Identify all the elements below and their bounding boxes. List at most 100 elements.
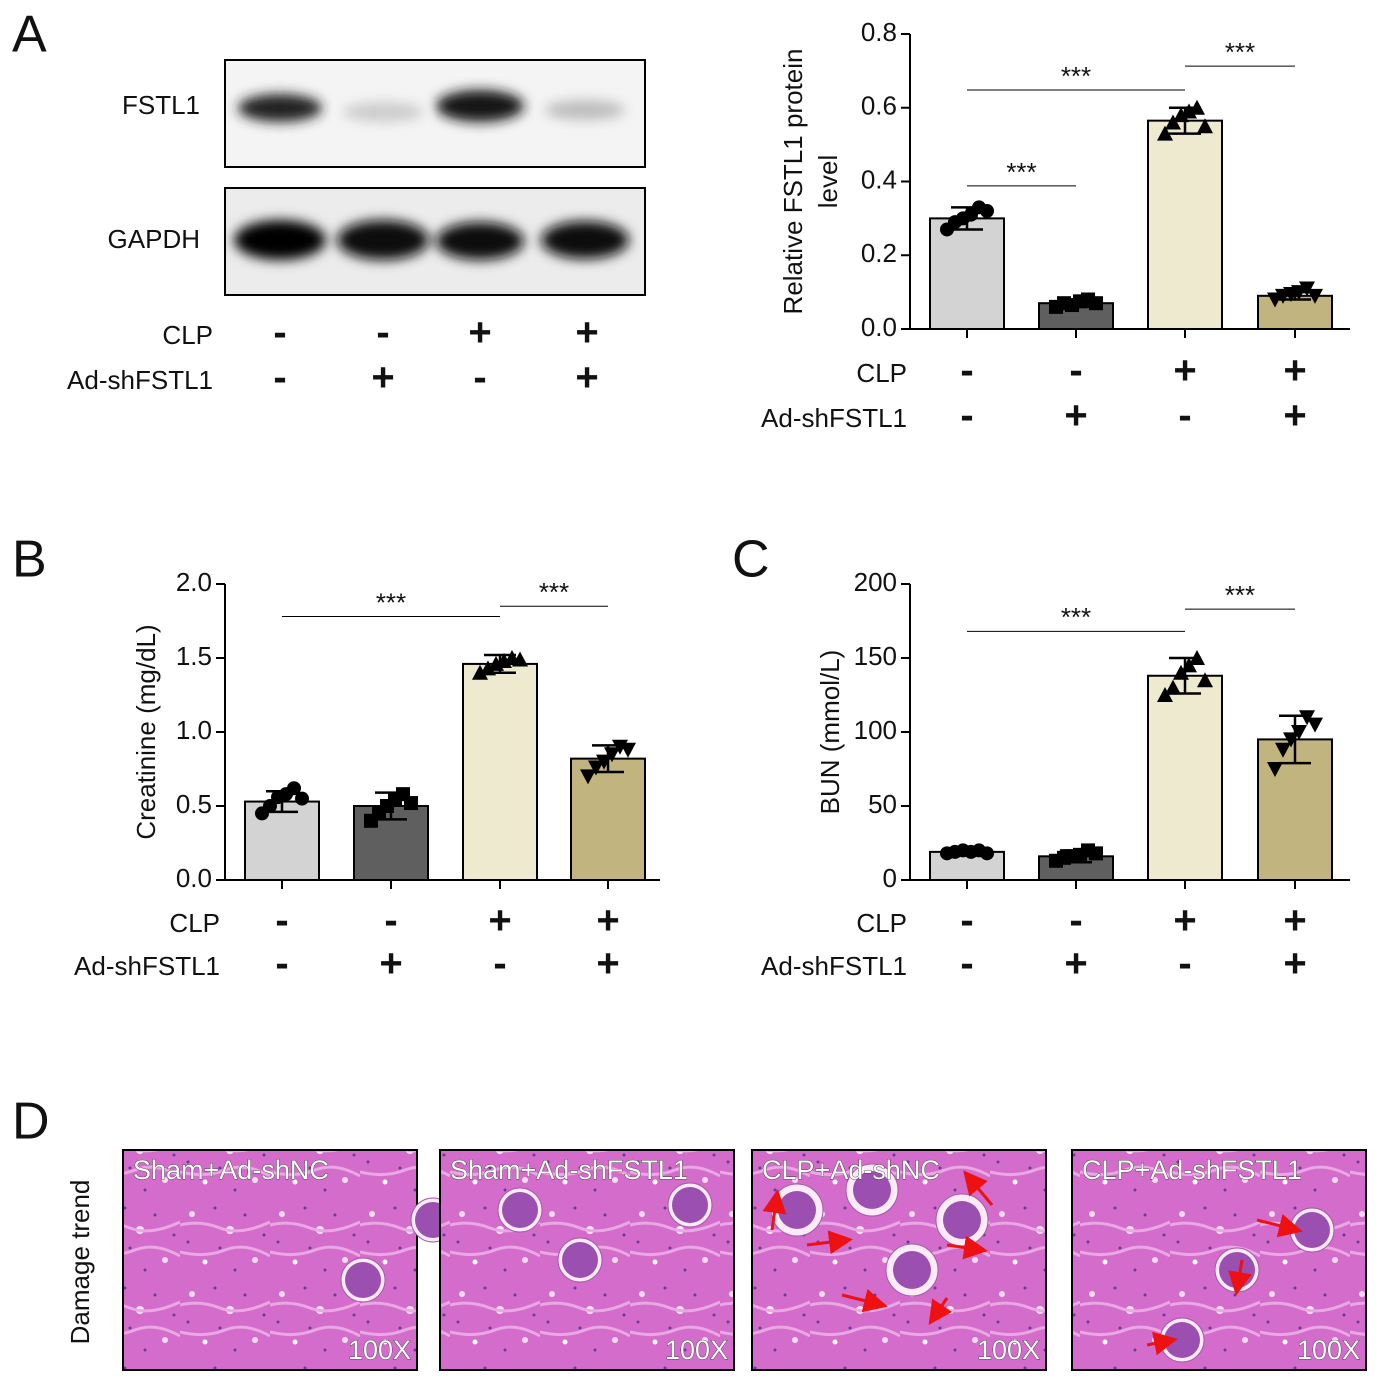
condition-sign: -: [960, 942, 973, 986]
magnification: 100X: [977, 1335, 1040, 1365]
data-point: [1307, 717, 1323, 733]
glomerulus: [853, 1171, 891, 1209]
data-point: [1165, 114, 1181, 130]
y-axis-label: Relative FSTL1 protein: [778, 49, 808, 315]
condition-sign: +: [1283, 394, 1306, 438]
condition-sign: -: [1178, 942, 1191, 986]
data-point: [472, 664, 488, 680]
condition-sign: +: [1283, 899, 1306, 943]
blot-label: GAPDH: [108, 224, 200, 254]
panel-letter: D: [12, 1093, 50, 1151]
arrow: [762, 1189, 787, 1231]
bar: [1147, 674, 1223, 882]
condition-sign: -: [493, 942, 506, 986]
data-point: [1197, 118, 1213, 134]
condition-sign: +: [1173, 899, 1196, 943]
bar: [462, 662, 538, 881]
y-axis-label: BUN (mmol/L): [815, 650, 845, 815]
band: [436, 90, 524, 122]
band: [238, 94, 322, 122]
condition-sign: +: [575, 356, 598, 400]
panel-letter: C: [732, 531, 770, 589]
condition-sign: +: [488, 899, 511, 943]
data-point: [588, 760, 604, 776]
data-point: [980, 204, 994, 218]
data-point: [295, 791, 309, 806]
data-point: [1299, 710, 1315, 726]
bar: [1147, 119, 1223, 330]
arrow: [1146, 1331, 1178, 1356]
y-tick-label: 50: [868, 789, 897, 819]
error-bar: [1169, 106, 1201, 135]
bar: [929, 217, 1005, 330]
condition-sign: -: [960, 349, 973, 393]
panel-letter: A: [12, 6, 47, 64]
y-tick-label: 200: [854, 567, 897, 597]
y-tick-label: 0: [883, 863, 897, 893]
glomerulus: [893, 1251, 931, 1289]
error-bar: [1279, 290, 1311, 301]
data-point: [1157, 687, 1173, 702]
condition-sign: +: [1064, 942, 1087, 986]
histology-image: [751, 1149, 1047, 1371]
error-bar: [592, 744, 624, 774]
histology-y-label: Damage trend: [65, 1180, 95, 1345]
condition-sign: -: [1178, 394, 1191, 438]
y-tick-label: 0.2: [861, 238, 897, 268]
condition-sign: -: [473, 356, 486, 400]
error-bar: [484, 653, 516, 675]
magnification: 100X: [348, 1335, 411, 1365]
band: [343, 102, 423, 122]
error-bar: [951, 206, 983, 231]
magnification: 100X: [665, 1335, 728, 1365]
condition-sign: -: [273, 311, 286, 355]
y-axis-label: level: [813, 155, 843, 208]
data-point: [1089, 296, 1103, 311]
y-tick-label: 0.0: [861, 312, 897, 342]
condition-sign: +: [379, 942, 402, 986]
error-bar: [1169, 656, 1201, 695]
condition-sign: -: [384, 899, 397, 943]
condition-sign: +: [1283, 942, 1306, 986]
histology-label: Sham+Ad-shFSTL1: [450, 1155, 688, 1185]
condition-sign: +: [468, 311, 491, 355]
error-bar: [1060, 298, 1092, 309]
condition-sign: +: [1173, 349, 1196, 393]
arrow: [841, 1288, 888, 1313]
histology-label: CLP+Ad-shNC: [762, 1155, 940, 1185]
bar: [570, 757, 646, 882]
glomerulus: [1294, 1212, 1330, 1248]
data-point: [1165, 679, 1181, 695]
significance-label: ***: [1006, 157, 1036, 187]
band: [541, 221, 629, 259]
data-point: [404, 796, 418, 811]
glomerulus: [778, 1191, 816, 1229]
y-tick-label: 0.4: [861, 164, 897, 194]
glomerulus: [345, 1262, 381, 1298]
glomerulus: [502, 1192, 538, 1228]
glomerulus: [672, 1187, 708, 1223]
data-point: [1089, 846, 1103, 861]
condition-sign: +: [596, 942, 619, 986]
error-bar: [1060, 849, 1092, 864]
arrow: [946, 1235, 988, 1260]
significance-label: ***: [1061, 602, 1091, 632]
condition-sign: -: [1069, 349, 1082, 393]
condition-sign: +: [596, 899, 619, 943]
arrow: [1228, 1259, 1252, 1296]
band: [337, 220, 429, 260]
data-point: [1157, 125, 1173, 141]
condition-name: Ad-shFSTL1: [74, 951, 220, 981]
condition-sign: +: [575, 311, 598, 355]
western-blot: [224, 59, 646, 296]
condition-sign: -: [275, 942, 288, 986]
y-tick-label: 0.0: [176, 863, 212, 893]
data-point: [1267, 762, 1283, 777]
band: [436, 222, 524, 260]
histology-image: [1071, 1149, 1367, 1371]
arrow: [963, 1170, 994, 1206]
band: [234, 220, 326, 260]
significance-label: ***: [1225, 580, 1255, 610]
arrow: [806, 1230, 853, 1255]
